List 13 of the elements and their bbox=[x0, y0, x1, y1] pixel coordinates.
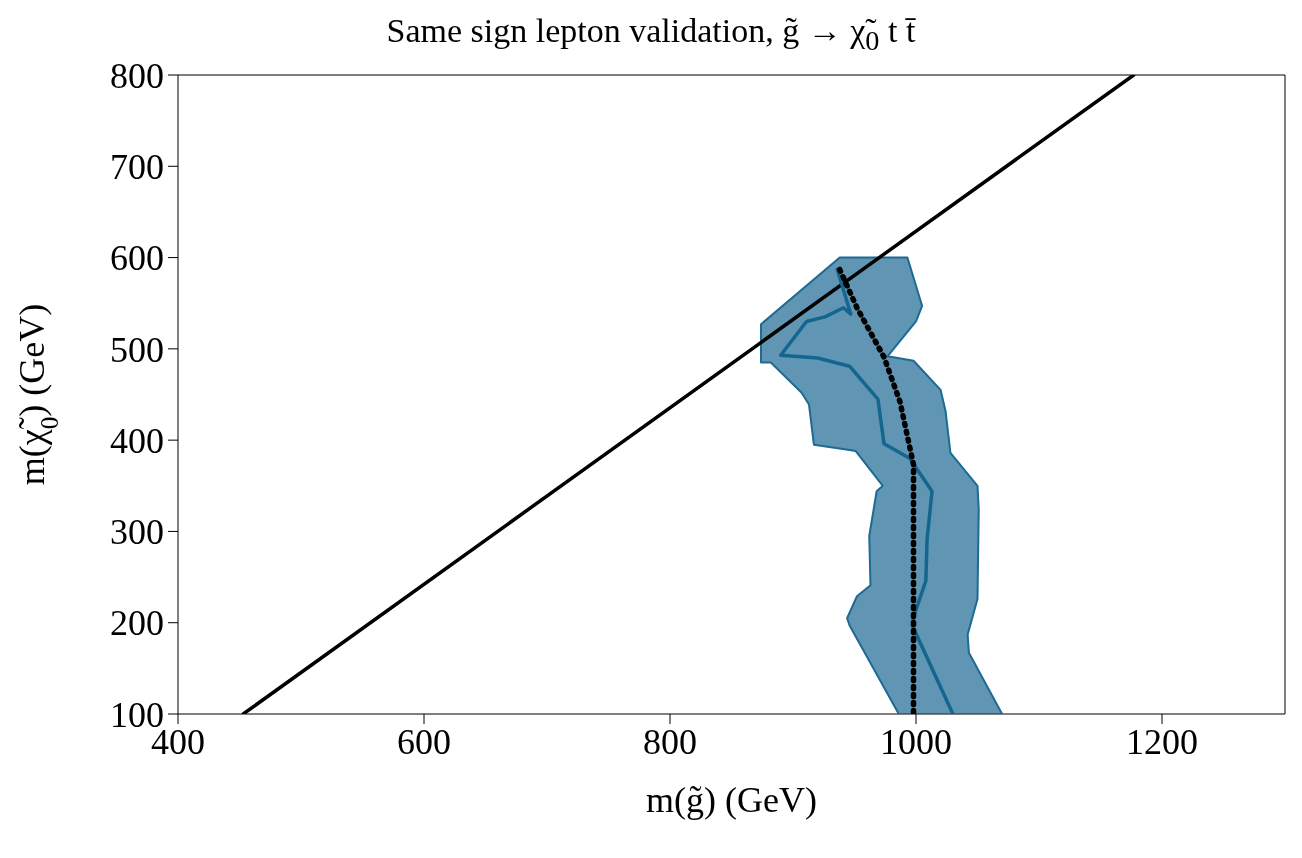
x-tick-label: 600 bbox=[397, 721, 451, 762]
x-tick-label: 800 bbox=[643, 721, 697, 762]
x-tick-label: 1000 bbox=[880, 721, 952, 762]
y-tick-label: 800 bbox=[110, 55, 164, 96]
y-tick-label: 700 bbox=[110, 147, 164, 188]
x-axis-title: m(g̃) (GeV) bbox=[646, 780, 817, 820]
chart-title: Same sign lepton validation, g̃ → χ̃$_{0}$ t t̄ bbox=[385, 11, 917, 56]
y-tick-label: 400 bbox=[110, 420, 164, 461]
y-tick-label: 300 bbox=[110, 512, 164, 553]
y-tick-label: 200 bbox=[110, 603, 164, 644]
y-tick-label: 500 bbox=[110, 329, 164, 370]
y-tick-label: 600 bbox=[110, 238, 164, 279]
x-tick-label: 1200 bbox=[1126, 721, 1198, 762]
